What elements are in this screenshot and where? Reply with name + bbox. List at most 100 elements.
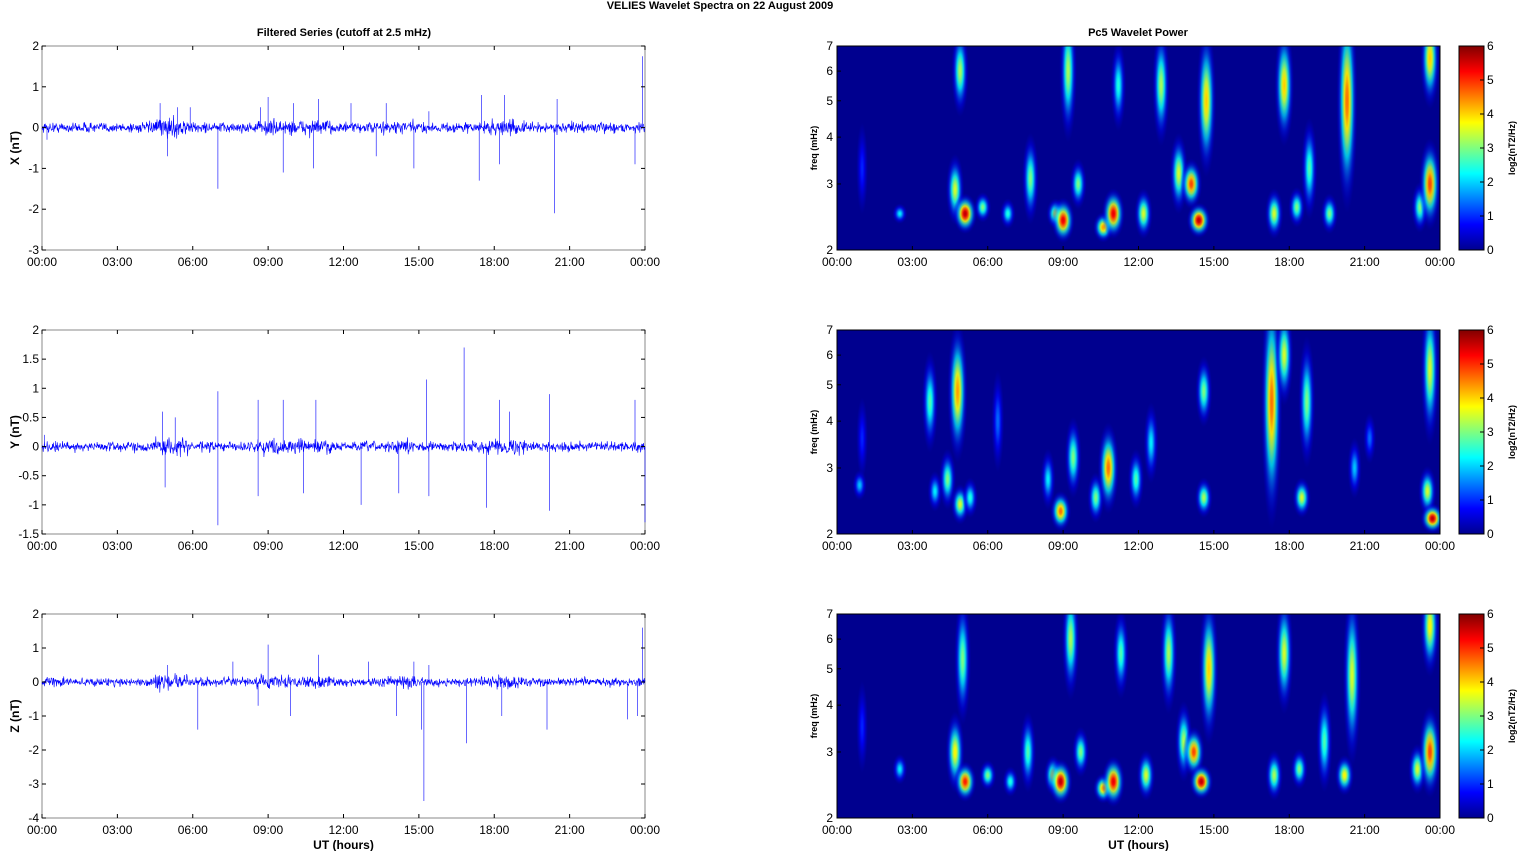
x-tick-label: 06:00 — [178, 823, 208, 837]
x-tick-label: 21:00 — [1350, 539, 1380, 553]
y-tick-label: 4 — [826, 698, 833, 712]
y-tick-label: -1 — [28, 498, 39, 512]
power-blob — [962, 477, 978, 519]
y-axis-label: freq (mHz) — [809, 694, 819, 739]
colorbar-tick-label: 2 — [1487, 459, 1494, 473]
y-tick-label: 0 — [32, 440, 39, 454]
x-axis-label: UT (hours) — [313, 838, 374, 851]
power-blob — [1320, 193, 1338, 235]
power-blob — [1194, 477, 1213, 519]
power-blob — [1019, 711, 1037, 793]
colorbar-tick-label: 3 — [1487, 425, 1494, 439]
x-tick-label: 21:00 — [555, 539, 585, 553]
x-tick-label: 03:00 — [897, 255, 927, 269]
colorbar-tick-label: 0 — [1487, 243, 1494, 257]
power-blob — [1069, 158, 1087, 210]
x-tick-label: 06:00 — [973, 255, 1003, 269]
power-blob — [1059, 46, 1077, 143]
power-blob — [1072, 726, 1090, 778]
x-tick-label: 09:00 — [1048, 539, 1078, 553]
colorbar-tick-label: 1 — [1487, 777, 1494, 791]
power-blob — [1040, 448, 1056, 510]
y-tick-label: 2 — [826, 811, 833, 825]
x-tick-label: 12:00 — [1123, 539, 1153, 553]
wavelet-plot-wv-y — [836, 329, 1485, 535]
power-blob — [1274, 46, 1295, 147]
y-tick-label: 1 — [32, 381, 39, 395]
power-blob — [1336, 46, 1358, 213]
power-blob — [1064, 416, 1082, 499]
power-blob — [1342, 614, 1362, 768]
y-tick-label: 6 — [826, 632, 833, 646]
power-blob — [1101, 188, 1126, 240]
y-tick-label: -0.5 — [18, 469, 39, 483]
colorbar-label: log2(nT2/Hz) — [1507, 121, 1517, 175]
x-tick-label: 00:00 — [822, 255, 852, 269]
power-blob — [1112, 614, 1130, 700]
y-tick-label: 3 — [826, 745, 833, 759]
colorbar-tick-label: 2 — [1487, 743, 1494, 757]
x-tick-label: 00:00 — [27, 823, 57, 837]
y-axis-label: Y (nT) — [8, 415, 22, 449]
x-tick-label: 15:00 — [404, 823, 434, 837]
power-blob — [953, 761, 977, 803]
x-tick-label: 09:00 — [253, 823, 283, 837]
series-line-ts-z — [41, 627, 646, 801]
power-blob — [1298, 335, 1316, 469]
colorbar-tick-label: 5 — [1487, 73, 1494, 87]
power-blob — [921, 350, 939, 453]
colorbar-label: log2(nT2/Hz) — [1507, 689, 1517, 743]
x-tick-label: 09:00 — [253, 539, 283, 553]
power-blob — [1301, 117, 1318, 220]
x-tick-label: 18:00 — [1274, 539, 1304, 553]
y-tick-label: 2 — [32, 39, 39, 53]
figure-suptitle: VELIES Wavelet Spectra on 22 August 2009 — [607, 0, 834, 12]
y-tick-label: -1 — [28, 161, 39, 175]
colorbar — [1458, 613, 1485, 819]
power-blob — [991, 370, 1005, 473]
heatmap-cells — [856, 46, 1440, 244]
x-tick-label: 00:00 — [27, 539, 57, 553]
y-tick-label: -1 — [28, 709, 39, 723]
power-blob — [1261, 330, 1283, 530]
y-tick-label: -3 — [28, 777, 39, 791]
x-tick-label: 03:00 — [102, 255, 132, 269]
power-blob — [927, 470, 943, 512]
power-blob — [856, 397, 868, 480]
power-blob — [1334, 754, 1355, 796]
power-blob — [1000, 198, 1016, 229]
heatmap-cells — [856, 614, 1440, 808]
y-tick-label: 6 — [826, 348, 833, 362]
y-tick-label: 0 — [32, 675, 39, 689]
power-blob — [1264, 188, 1284, 240]
x-tick-label: 03:00 — [897, 823, 927, 837]
power-blob — [1275, 614, 1294, 715]
x-tick-label: 15:00 — [1199, 823, 1229, 837]
power-blob — [1420, 330, 1440, 446]
power-blob — [1189, 763, 1214, 800]
colorbar-tick-label: 4 — [1487, 107, 1494, 121]
power-blob — [1002, 766, 1019, 797]
plot-area — [41, 45, 646, 251]
colorbar-tick-label: 6 — [1487, 39, 1494, 53]
x-tick-label: 00:00 — [822, 539, 852, 553]
y-tick-label: 3 — [826, 177, 833, 191]
y-tick-label: -2 — [28, 743, 39, 757]
power-blob — [1363, 412, 1377, 464]
y-tick-label: 0 — [32, 121, 39, 135]
x-tick-label: 12:00 — [1123, 823, 1153, 837]
x-tick-label: 12:00 — [328, 255, 358, 269]
x-tick-label: 00:00 — [630, 823, 660, 837]
y-tick-label: 4 — [826, 414, 833, 428]
y-tick-label: -3 — [28, 243, 39, 257]
y-tick-label: 4 — [826, 130, 833, 144]
x-tick-label: 12:00 — [1123, 255, 1153, 269]
x-tick-label: 18:00 — [479, 823, 509, 837]
colorbar-tick-label: 4 — [1487, 675, 1494, 689]
series-line-ts-y — [41, 347, 646, 526]
x-tick-label: 00:00 — [630, 255, 660, 269]
y-axis-label: Z (nT) — [8, 699, 22, 732]
y-tick-label: 5 — [826, 662, 833, 676]
x-axis-label: UT (hours) — [1108, 838, 1169, 851]
